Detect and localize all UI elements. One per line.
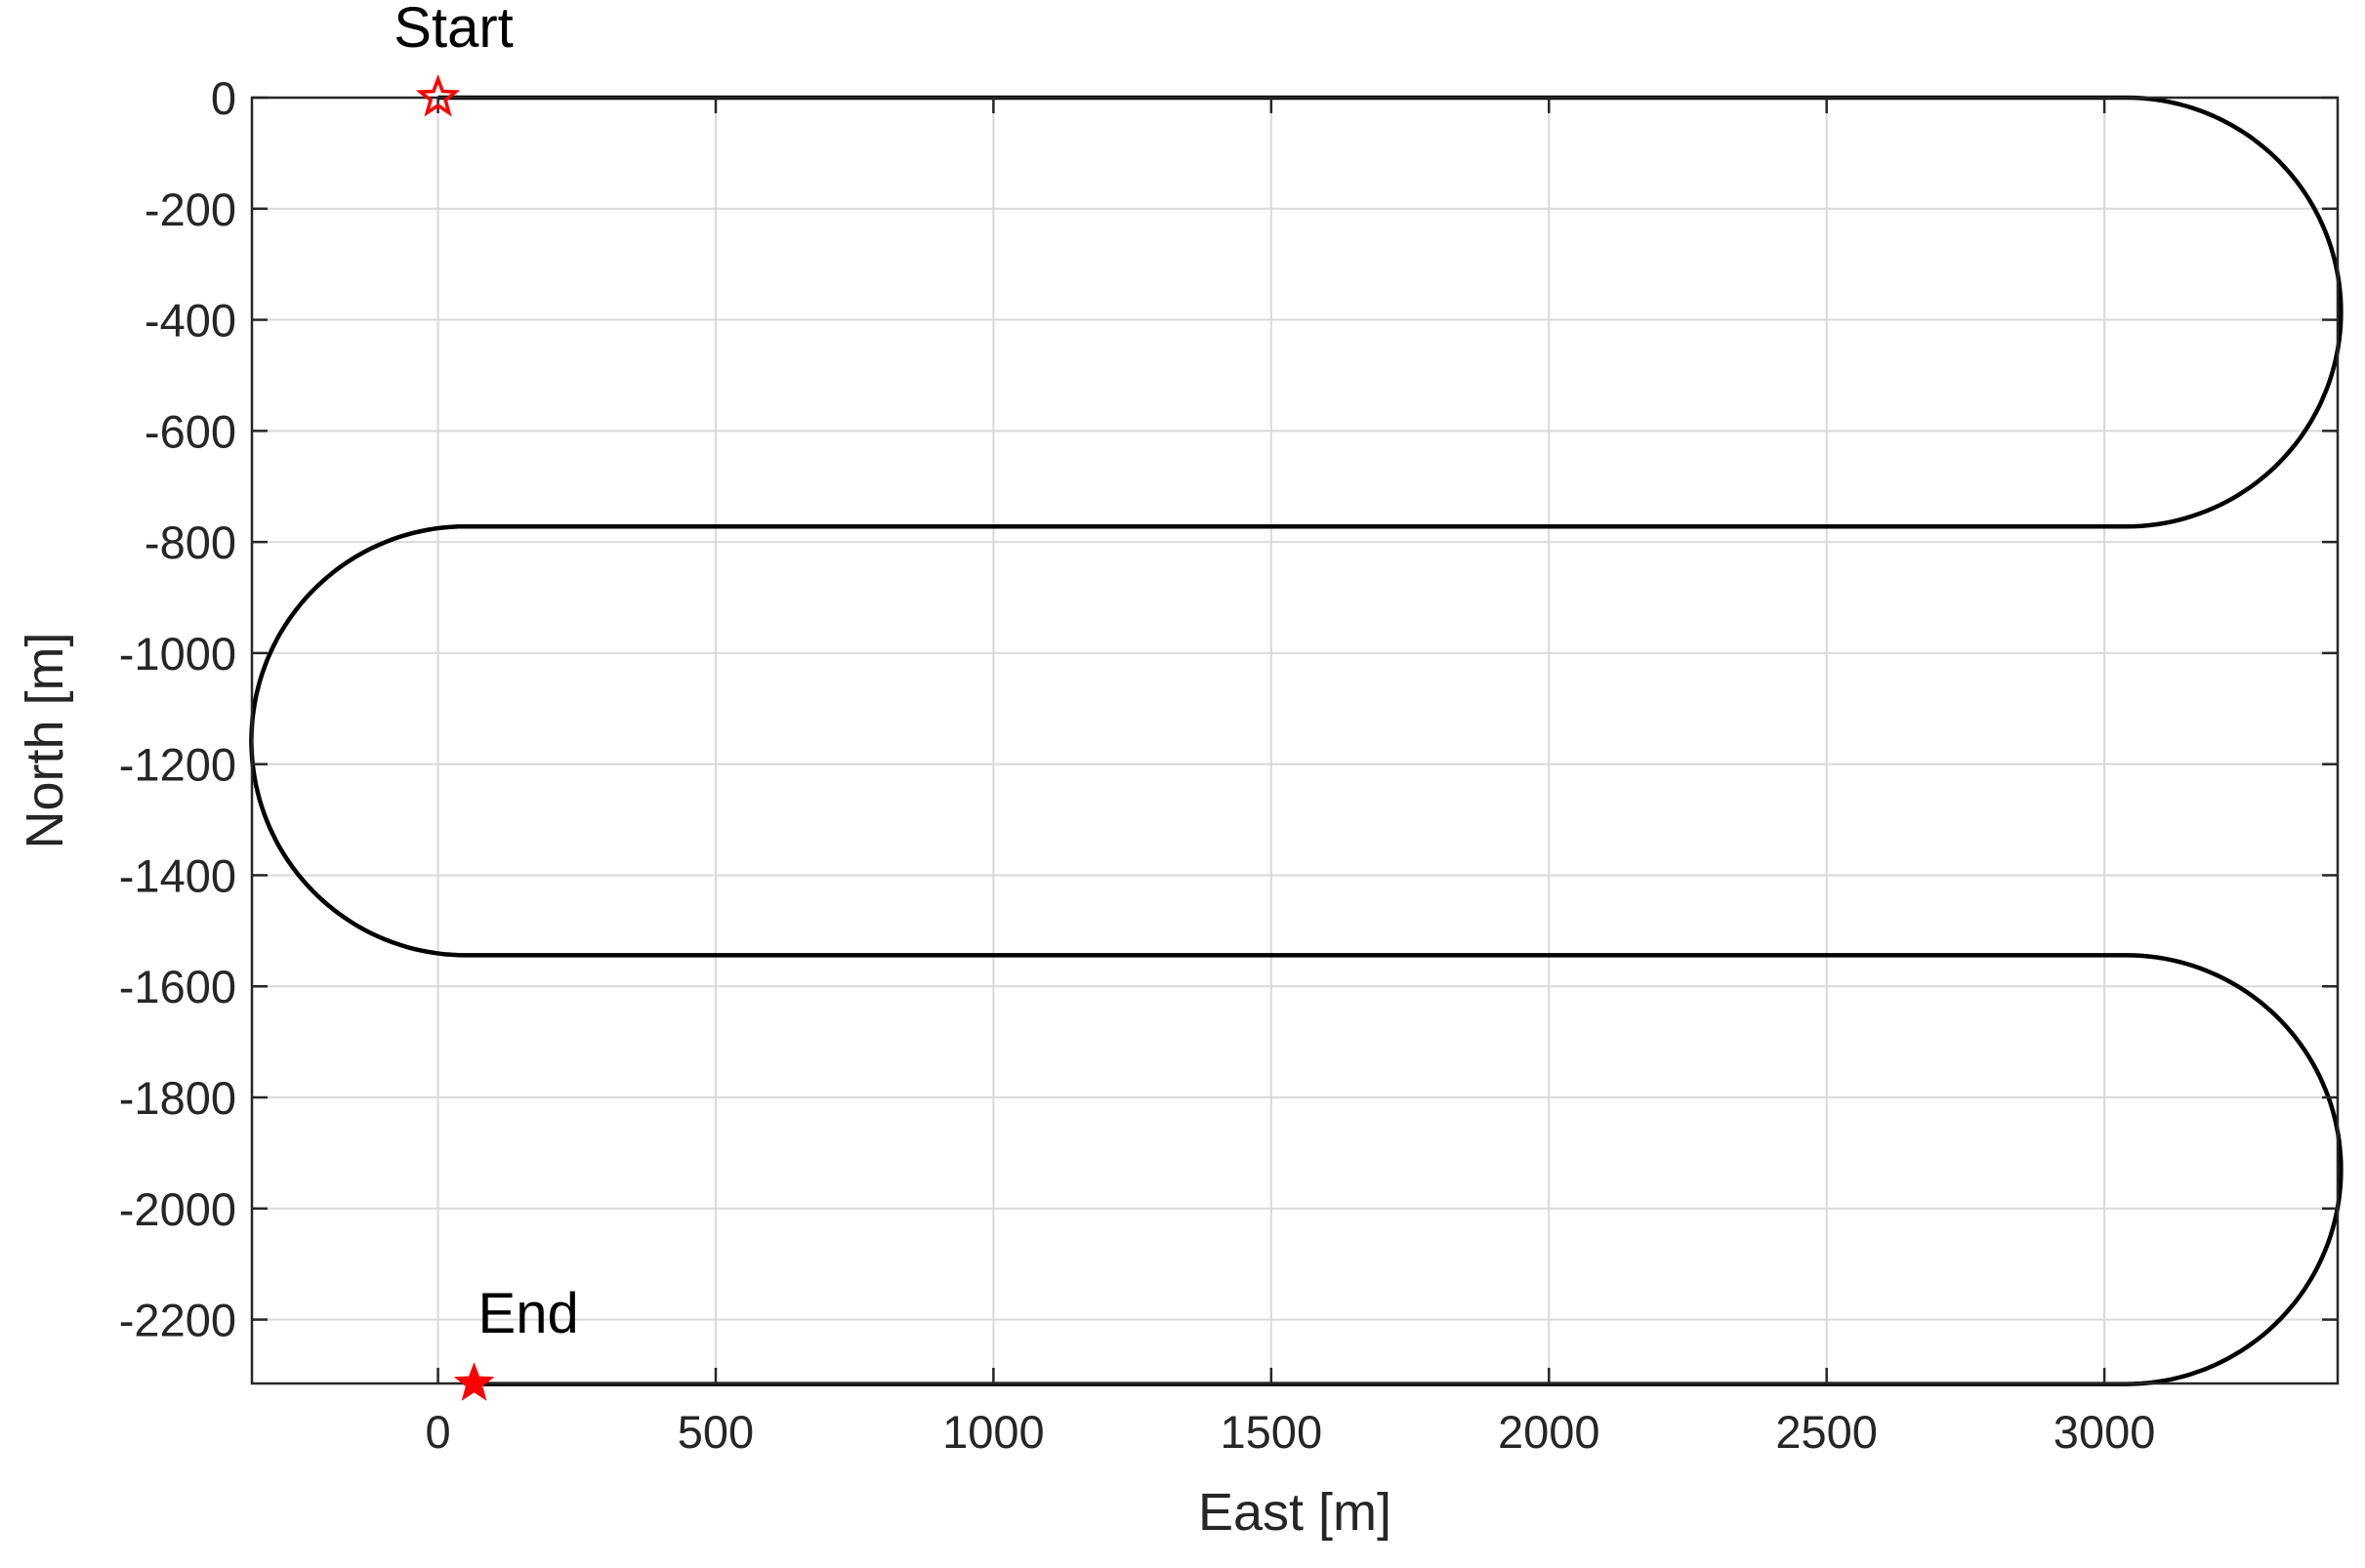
y-tick-label: -2200	[119, 1295, 236, 1346]
y-tick-label: -1200	[119, 739, 236, 791]
y-axis-label: North [m]	[16, 632, 74, 848]
start-marker-icon	[415, 74, 461, 117]
start-end-markers: Start End	[394, 0, 579, 1401]
grid-lines	[252, 97, 2338, 1383]
y-tick-label: -1800	[119, 1072, 236, 1124]
y-tick-label: -800	[145, 516, 236, 568]
trajectory-series	[249, 95, 2344, 1386]
y-tick-label: -1600	[119, 961, 236, 1012]
x-tick-label: 3000	[2054, 1406, 2156, 1458]
start-label: Start	[394, 0, 514, 60]
axis-ticks	[252, 96, 2338, 1383]
y-tick-label: -600	[145, 405, 236, 457]
y-tick-label: 0	[211, 72, 236, 124]
x-tick-label: 2500	[1775, 1406, 1878, 1458]
y-tick-label: -1400	[119, 849, 236, 901]
x-tick-label: 1000	[942, 1406, 1045, 1458]
end-marker-icon	[453, 1362, 495, 1401]
x-tick-label: 2000	[1498, 1406, 1600, 1458]
plot-area-frame	[250, 96, 2340, 1385]
y-tick-label: -200	[145, 184, 236, 235]
x-axis-label: East [m]	[1198, 1483, 1391, 1542]
x-tick-label: 0	[425, 1406, 450, 1458]
end-label: End	[478, 1282, 579, 1345]
x-tick-labels: 0 500 1000 1500 2000 2500 3000	[425, 1406, 2155, 1458]
y-tick-label: -1000	[119, 628, 236, 680]
y-tick-labels: 0 -200 -400 -600 -800 -1000 -1200 -1400 -1600 -18…	[119, 72, 236, 1346]
y-tick-label: -400	[145, 295, 236, 347]
x-tick-label: 500	[678, 1406, 754, 1458]
y-tick-label: -2000	[119, 1183, 236, 1235]
trajectory-line	[249, 95, 2344, 1386]
x-tick-label: 1500	[1221, 1406, 1323, 1458]
